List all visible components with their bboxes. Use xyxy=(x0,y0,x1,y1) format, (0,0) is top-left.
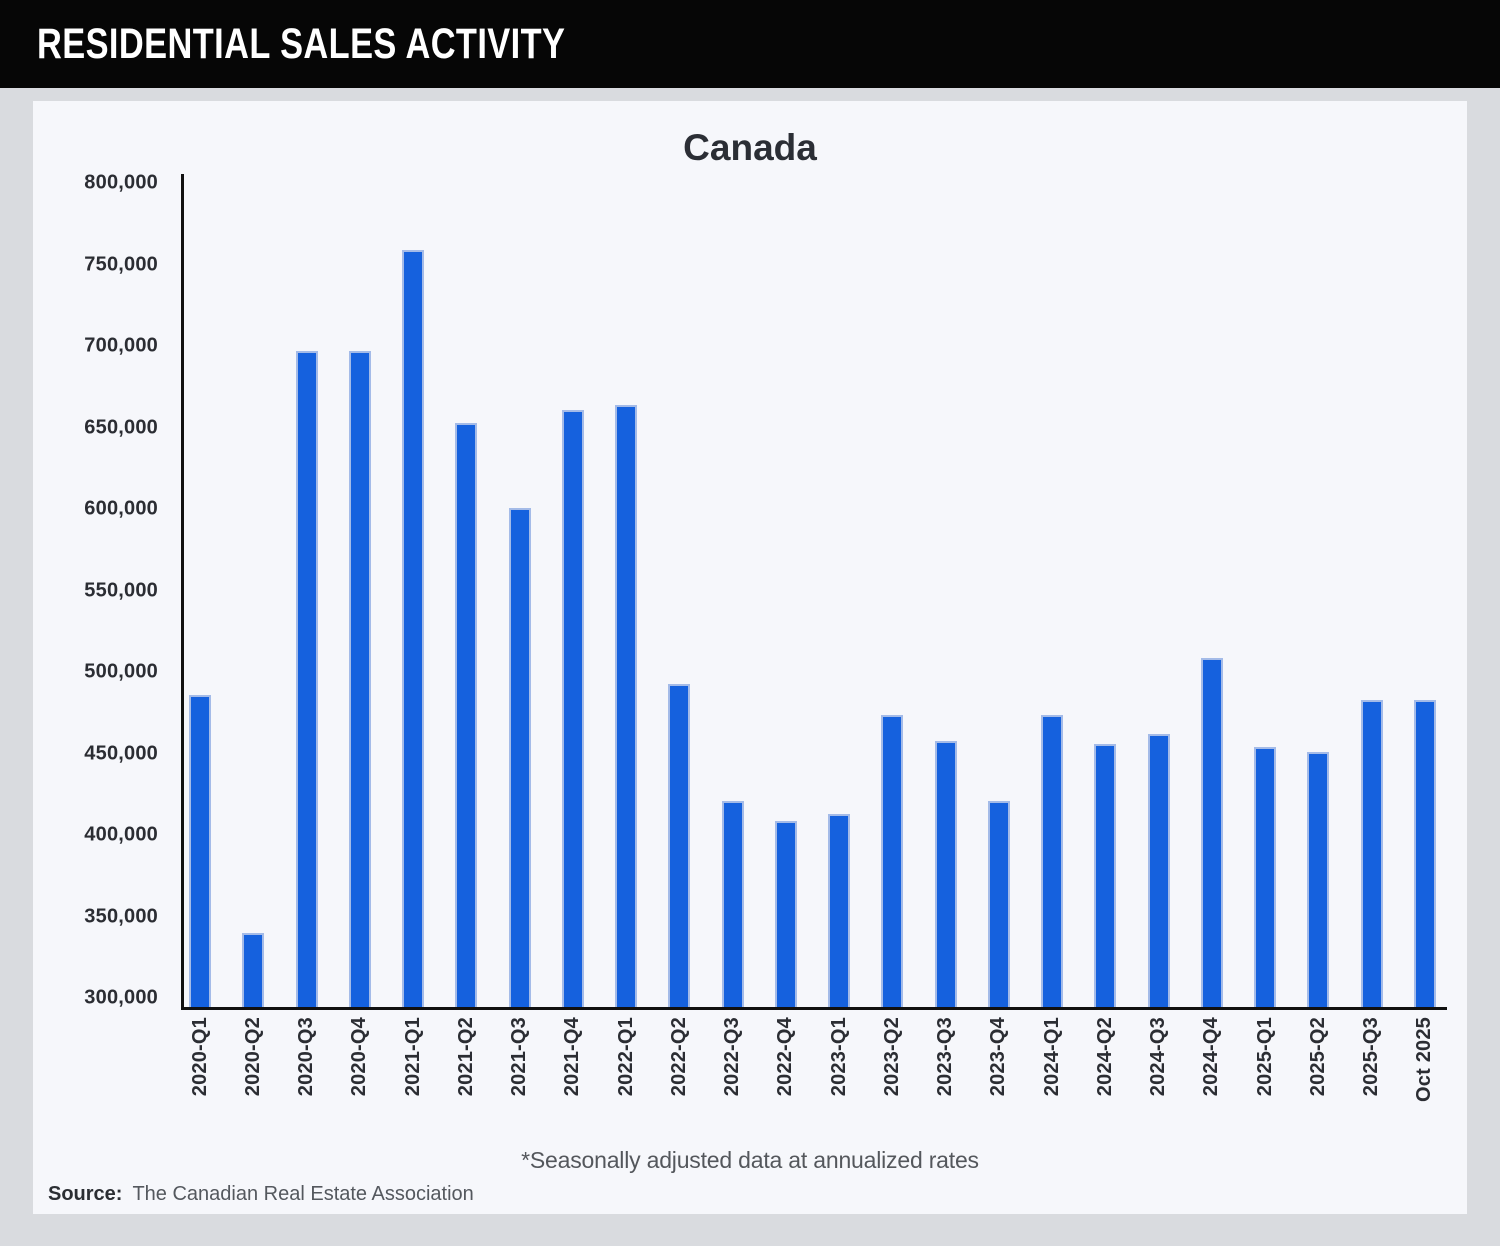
source-line: Source: The Canadian Real Estate Associat… xyxy=(48,1183,474,1206)
bar-2024-Q4 xyxy=(1200,657,1223,1007)
y-tick-label: 600,000 xyxy=(84,497,158,520)
y-tick-label: 350,000 xyxy=(84,905,158,928)
source-label: Source: xyxy=(48,1183,123,1205)
x-tick-label: 2023-Q3 xyxy=(934,1017,956,1097)
bar-2022-Q4 xyxy=(774,820,797,1007)
bar-2020-Q2 xyxy=(242,933,265,1007)
bar-chart-plot: 800,000 750,000 700,000 650,000 600,000 550,0… xyxy=(84,172,1447,1102)
x-tick-label: 2025-Q1 xyxy=(1253,1017,1276,1097)
x-tick-label: 2023-Q4 xyxy=(987,1017,1010,1097)
x-tick-label: 2021-Q2 xyxy=(454,1017,477,1097)
chart-footnote: *Seasonally adjusted data at annualized … xyxy=(521,1147,979,1173)
x-tick-label: 2020-Q3 xyxy=(295,1017,317,1097)
bar-2020-Q3 xyxy=(295,351,318,1007)
bar-2025-Q3 xyxy=(1360,699,1383,1007)
x-tick-label: 2022-Q2 xyxy=(667,1017,690,1097)
bar-2022-Q1 xyxy=(615,404,637,1007)
bar-2025-Q1 xyxy=(1254,747,1276,1007)
x-tick-label: 2023-Q2 xyxy=(880,1017,903,1097)
bar-2024-Q3 xyxy=(1147,734,1170,1007)
bar-2025-Q2 xyxy=(1307,752,1330,1007)
bar-2023-Q4 xyxy=(987,800,1010,1007)
x-tick-label: 2021-Q1 xyxy=(401,1017,424,1097)
bars-container xyxy=(184,174,1447,1007)
y-axis-tick-labels: 800,000 750,000 700,000 650,000 600,000 550,0… xyxy=(21,171,169,1009)
bar-2021-Q3 xyxy=(508,507,531,1007)
y-tick-label: 750,000 xyxy=(84,253,158,276)
y-tick-label: 650,000 xyxy=(84,416,158,439)
bar-2023-Q2 xyxy=(881,714,904,1007)
bar-2023-Q3 xyxy=(934,740,957,1007)
x-tick-label: 2022-Q1 xyxy=(614,1017,637,1097)
chart-title: Canada xyxy=(683,127,817,168)
bar-Oct-2025 xyxy=(1413,699,1436,1007)
x-tick-label: 2025-Q3 xyxy=(1360,1017,1382,1097)
y-tick-label: 450,000 xyxy=(84,742,158,765)
page-title: RESIDENTIAL SALES ACTIVITY xyxy=(37,19,566,68)
x-tick-label: 2024-Q1 xyxy=(1040,1017,1063,1097)
x-tick-label: 2020-Q4 xyxy=(348,1017,371,1097)
app-header: RESIDENTIAL SALES ACTIVITY xyxy=(0,0,1500,88)
x-tick-label: 2024-Q4 xyxy=(1200,1017,1223,1097)
bar-2022-Q2 xyxy=(668,683,691,1007)
bar-2021-Q1 xyxy=(402,249,424,1007)
bar-2024-Q2 xyxy=(1094,743,1117,1007)
y-tick-label: 300,000 xyxy=(84,986,158,1009)
x-tick-label: 2024-Q3 xyxy=(1147,1017,1169,1097)
x-tick-label: 2023-Q1 xyxy=(827,1017,850,1097)
y-tick-label: 800,000 xyxy=(84,171,158,194)
x-tick-label: 2024-Q2 xyxy=(1093,1017,1116,1097)
x-axis-tick-labels: 2020-Q1 2020-Q2 2020-Q3 2020-Q4 2021-Q1 2021-… xyxy=(184,1017,1447,1117)
bar-2021-Q4 xyxy=(561,409,584,1007)
bar-2024-Q1 xyxy=(1041,714,1063,1007)
y-tick-label: 500,000 xyxy=(84,660,158,683)
y-tick-label: 550,000 xyxy=(84,579,158,602)
bar-2020-Q4 xyxy=(348,351,371,1007)
bar-2021-Q2 xyxy=(455,422,478,1007)
y-tick-label: 400,000 xyxy=(84,823,158,846)
bar-2020-Q1 xyxy=(189,695,211,1007)
bar-2022-Q3 xyxy=(721,800,744,1007)
x-tick-label: Oct 2025 xyxy=(1413,1017,1436,1102)
x-tick-label: 2020-Q2 xyxy=(241,1017,264,1097)
x-tick-label: 2021-Q3 xyxy=(508,1017,530,1097)
y-tick-label: 700,000 xyxy=(84,334,158,357)
bar-2023-Q1 xyxy=(828,814,850,1007)
chart-card: Canada 800,000 750,000 700,000 650,000 600,0… xyxy=(33,101,1467,1214)
x-tick-label: 2022-Q3 xyxy=(721,1017,743,1097)
source-text: The Canadian Real Estate Association xyxy=(132,1183,474,1205)
x-tick-label: 2021-Q4 xyxy=(561,1017,584,1097)
x-tick-label: 2022-Q4 xyxy=(774,1017,797,1097)
x-tick-label: 2025-Q2 xyxy=(1306,1017,1329,1097)
x-tick-label: 2020-Q1 xyxy=(188,1017,211,1097)
